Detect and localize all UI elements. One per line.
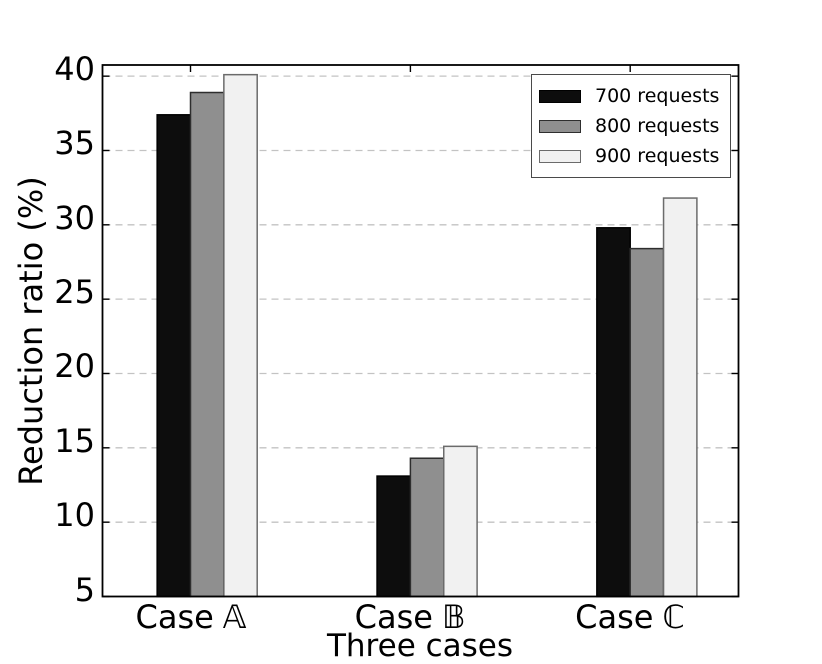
bar-case-2-series-1 [629, 247, 665, 598]
plot-frame [101, 64, 740, 598]
y-tick-label-5: 5 [74, 570, 95, 609]
y-tick-label-40: 40 [54, 50, 95, 89]
bar-case-0-series-2 [223, 73, 258, 598]
legend-item-700-requests: 700 requests [532, 81, 730, 111]
legend-item-900-requests: 900 requests [532, 141, 730, 171]
x-tick-prefix: Case [354, 598, 433, 636]
y-tick-label-30: 30 [54, 198, 95, 237]
y-tick-label-25: 25 [54, 273, 95, 312]
legend-swatch-900-requests [539, 149, 581, 163]
x-tick-label-case-b: Case 𝔹 [355, 600, 466, 634]
x-tick-label-case-a: Case 𝔸 [135, 600, 246, 634]
bar-case-0-series-1 [189, 91, 225, 598]
legend-swatch-800-requests [539, 119, 581, 133]
y-tick-label-10: 10 [54, 496, 95, 535]
legend: 700 requests 800 requests 900 requests [531, 74, 731, 178]
y-axis-title: Reduction ratio (%) [12, 176, 50, 486]
bar-case-0-series-0 [156, 114, 192, 598]
x-tick-label-case-c: Case ℂ [575, 600, 685, 634]
bar-case-2-series-2 [662, 197, 698, 598]
blackboard-b-symbol: 𝔹 [441, 598, 466, 636]
y-tick-label-15: 15 [54, 421, 95, 460]
bar-case-1-series-0 [376, 475, 412, 598]
blackboard-c-symbol: ℂ [662, 598, 685, 636]
y-tick-label-35: 35 [54, 124, 95, 163]
blackboard-a-symbol: 𝔸 [222, 598, 247, 636]
legend-label: 700 requests [595, 85, 720, 107]
bar-case-1-series-1 [409, 457, 445, 598]
x-tick-prefix: Case [575, 598, 654, 636]
x-tick-prefix: Case [135, 598, 214, 636]
y-tick-label-20: 20 [54, 347, 95, 386]
legend-swatch-700-requests [539, 89, 581, 103]
bar-case-2-series-0 [596, 227, 631, 598]
legend-label: 800 requests [595, 115, 720, 137]
legend-label: 900 requests [595, 145, 720, 167]
bar-case-1-series-2 [443, 445, 478, 598]
legend-item-800-requests: 800 requests [532, 111, 730, 141]
x-axis-title: Three cases [326, 628, 514, 664]
